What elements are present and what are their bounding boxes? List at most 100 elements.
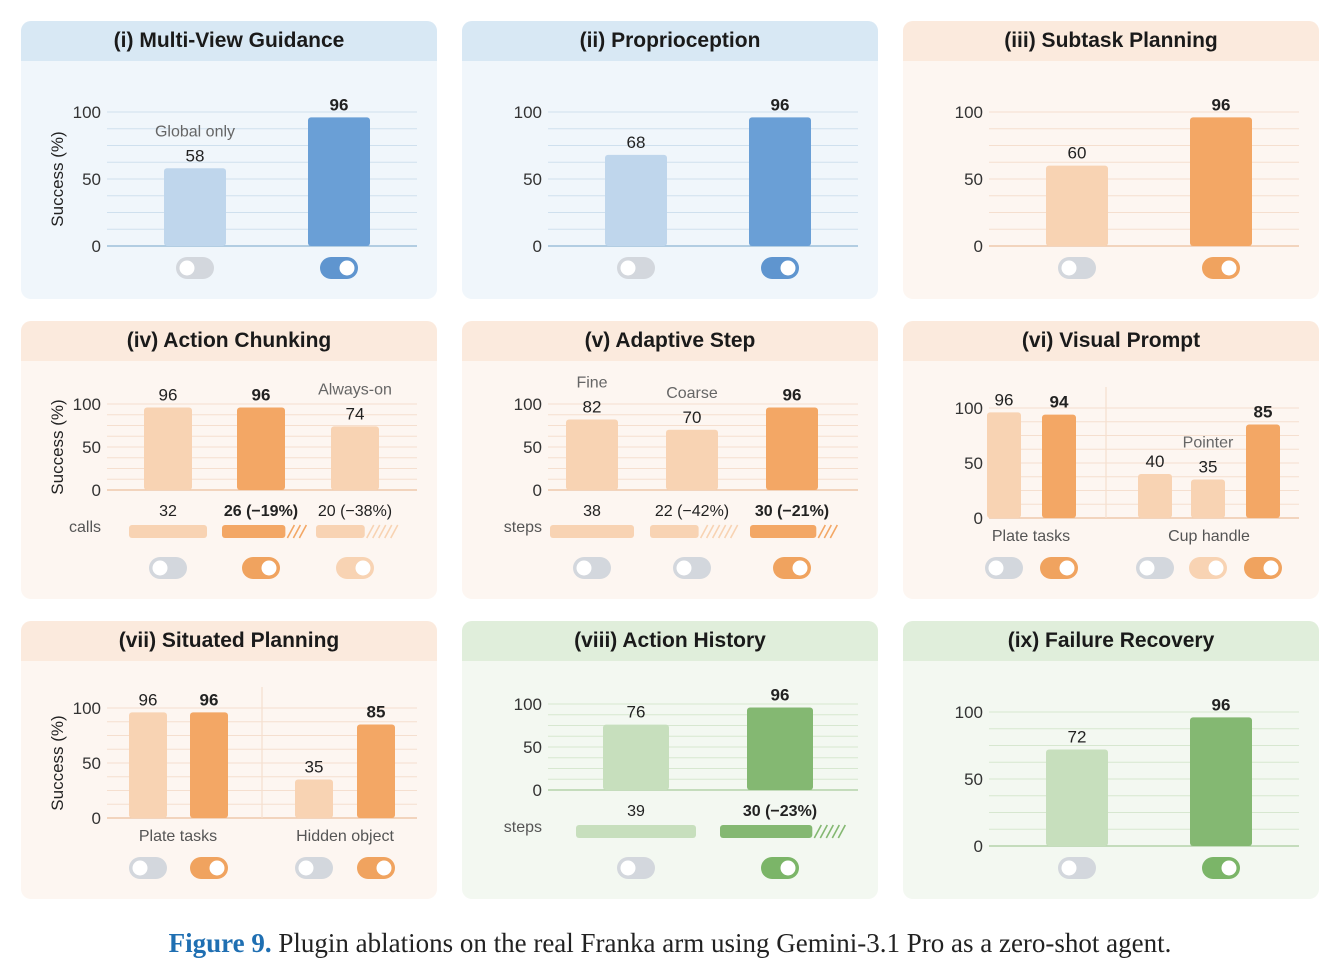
y-tick-label: 0: [974, 837, 983, 856]
toggle-switch[interactable]: [336, 557, 374, 579]
chart-plot: 0 50 100 72 96: [955, 695, 1299, 879]
bar-2-2: [1191, 479, 1225, 518]
cost-value-label: 30 (−23%): [743, 803, 817, 820]
toggle-switch[interactable]: [673, 557, 711, 579]
cost-value-label: 30 (−21%): [755, 503, 829, 520]
cost-savings-hatch: [813, 824, 847, 839]
cost-bar: [316, 525, 365, 538]
bar-annotation: Coarse: [666, 385, 718, 402]
toggle-switch[interactable]: [357, 857, 395, 879]
bar-2: [666, 429, 718, 490]
chart-plot: 0 50 100 Success (%) 58 Global only 96: [48, 95, 417, 279]
cost-bar: [750, 525, 817, 538]
bar-value-label: 96: [330, 95, 349, 114]
toggle-switch[interactable]: [617, 257, 655, 279]
bar-value-label: 94: [1050, 393, 1069, 412]
y-tick-label: 100: [514, 103, 542, 122]
toggle-switch[interactable]: [1058, 257, 1096, 279]
y-tick-label: 100: [73, 395, 101, 414]
chart-title: (i) Multi-View Guidance: [21, 21, 437, 61]
cost-value-label: 20 (−38%): [318, 503, 392, 520]
cost-bar: [222, 525, 286, 538]
toggle-switch[interactable]: [1040, 557, 1078, 579]
toggle-switch[interactable]: [1189, 557, 1227, 579]
y-tick-label: 0: [92, 481, 101, 500]
toggle-switch[interactable]: [242, 557, 280, 579]
y-axis-label: Success (%): [48, 131, 67, 226]
toggle-switch[interactable]: [1202, 257, 1240, 279]
cost-savings-hatch: [286, 524, 308, 539]
toggle-switch[interactable]: [617, 857, 655, 879]
caption-text: Plugin ablations on the real Franka arm …: [278, 928, 1172, 958]
bar-value-label: 85: [367, 703, 386, 722]
y-tick-label: 50: [82, 754, 101, 773]
toggle-switch[interactable]: [761, 857, 799, 879]
cost-value-label: 39: [627, 803, 645, 820]
bar-value-label: 96: [783, 385, 802, 404]
bar-2: [1190, 117, 1252, 246]
chart-title: (viii) Action History: [462, 621, 878, 661]
toggle-switch[interactable]: [295, 857, 333, 879]
toggle-switch[interactable]: [985, 557, 1023, 579]
y-tick-label: 0: [533, 481, 542, 500]
chart-title: (vii) Situated Planning: [21, 621, 437, 661]
bar-value-label: 82: [583, 397, 602, 416]
chart-title: (ix) Failure Recovery: [903, 621, 1319, 661]
y-tick-label: 50: [523, 738, 542, 757]
toggle-switch[interactable]: [1136, 557, 1174, 579]
chart-title: (ii) Proprioception: [462, 21, 878, 61]
group-label: Plate tasks: [992, 528, 1070, 545]
toggle-switch[interactable]: [1058, 857, 1096, 879]
toggle-switch[interactable]: [129, 857, 167, 879]
toggle-switch[interactable]: [176, 257, 214, 279]
bar-annotation: Pointer: [1183, 435, 1234, 452]
y-tick-label: 50: [964, 770, 983, 789]
bar-2-1: [1138, 474, 1172, 518]
y-tick-label: 50: [523, 170, 542, 189]
y-tick-label: 100: [955, 703, 983, 722]
toggle-switch[interactable]: [149, 557, 187, 579]
chart-panel-4: (iv) Action Chunking 0 50 100 Success (%) 96 9…: [21, 321, 437, 599]
y-tick-label: 50: [523, 438, 542, 457]
toggle-switch[interactable]: [190, 857, 228, 879]
chart-panel-6: (vi) Visual Prompt 0 50 100 96 94 Plate tasks 4…: [903, 321, 1319, 599]
chart-title: (vi) Visual Prompt: [903, 321, 1319, 361]
chart-panel-7: (vii) Situated Planning 0 50 100 Success (%)…: [21, 621, 437, 899]
bar-2-3: [1246, 424, 1280, 518]
y-tick-label: 100: [514, 395, 542, 414]
chart-plot: 0 50 100 82 Fine 70 Coarse 96 steps 38 22 (−42%) 30…: [504, 374, 858, 579]
toggle-switch[interactable]: [1244, 557, 1282, 579]
toggle-switch[interactable]: [320, 257, 358, 279]
bar-3: [331, 426, 379, 490]
toggle-switch[interactable]: [761, 257, 799, 279]
bar-value-label: 40: [1146, 452, 1165, 471]
bar-value-label: 96: [139, 690, 158, 709]
cost-bar: [550, 525, 634, 538]
y-axis-label: Success (%): [48, 399, 67, 494]
bar-annotation: Always-on: [318, 381, 392, 398]
bar-annotation: Fine: [576, 374, 607, 391]
chart-plot: 0 50 100 68 96: [514, 95, 858, 279]
y-tick-label: 100: [955, 103, 983, 122]
bar-3: [766, 407, 818, 490]
chart-plot: 0 50 100 60 96: [955, 95, 1299, 279]
bar-1: [1046, 749, 1108, 846]
toggle-switch[interactable]: [773, 557, 811, 579]
toggle-switch[interactable]: [573, 557, 611, 579]
bar-value-label: 96: [252, 385, 271, 404]
bar-value-label: 96: [1212, 695, 1231, 714]
bar-value-label: 60: [1068, 144, 1087, 163]
bar-1-1: [987, 412, 1021, 518]
bar-value-label: 96: [1212, 95, 1231, 114]
bar-value-label: 76: [627, 703, 646, 722]
toggle-switch[interactable]: [1202, 857, 1240, 879]
y-tick-label: 50: [82, 438, 101, 457]
cost-value-label: 26 (−19%): [224, 503, 298, 520]
chart-panel-1: (i) Multi-View Guidance 0 50 100 Success (%)…: [21, 21, 437, 299]
bar-value-label: 35: [1199, 458, 1218, 477]
bar-value-label: 96: [995, 390, 1014, 409]
chart-panel-9: (ix) Failure Recovery 0 50 100 72 96: [903, 621, 1319, 899]
y-tick-label: 0: [974, 237, 983, 256]
bar-annotation: Global only: [155, 123, 235, 140]
y-tick-label: 0: [533, 237, 542, 256]
